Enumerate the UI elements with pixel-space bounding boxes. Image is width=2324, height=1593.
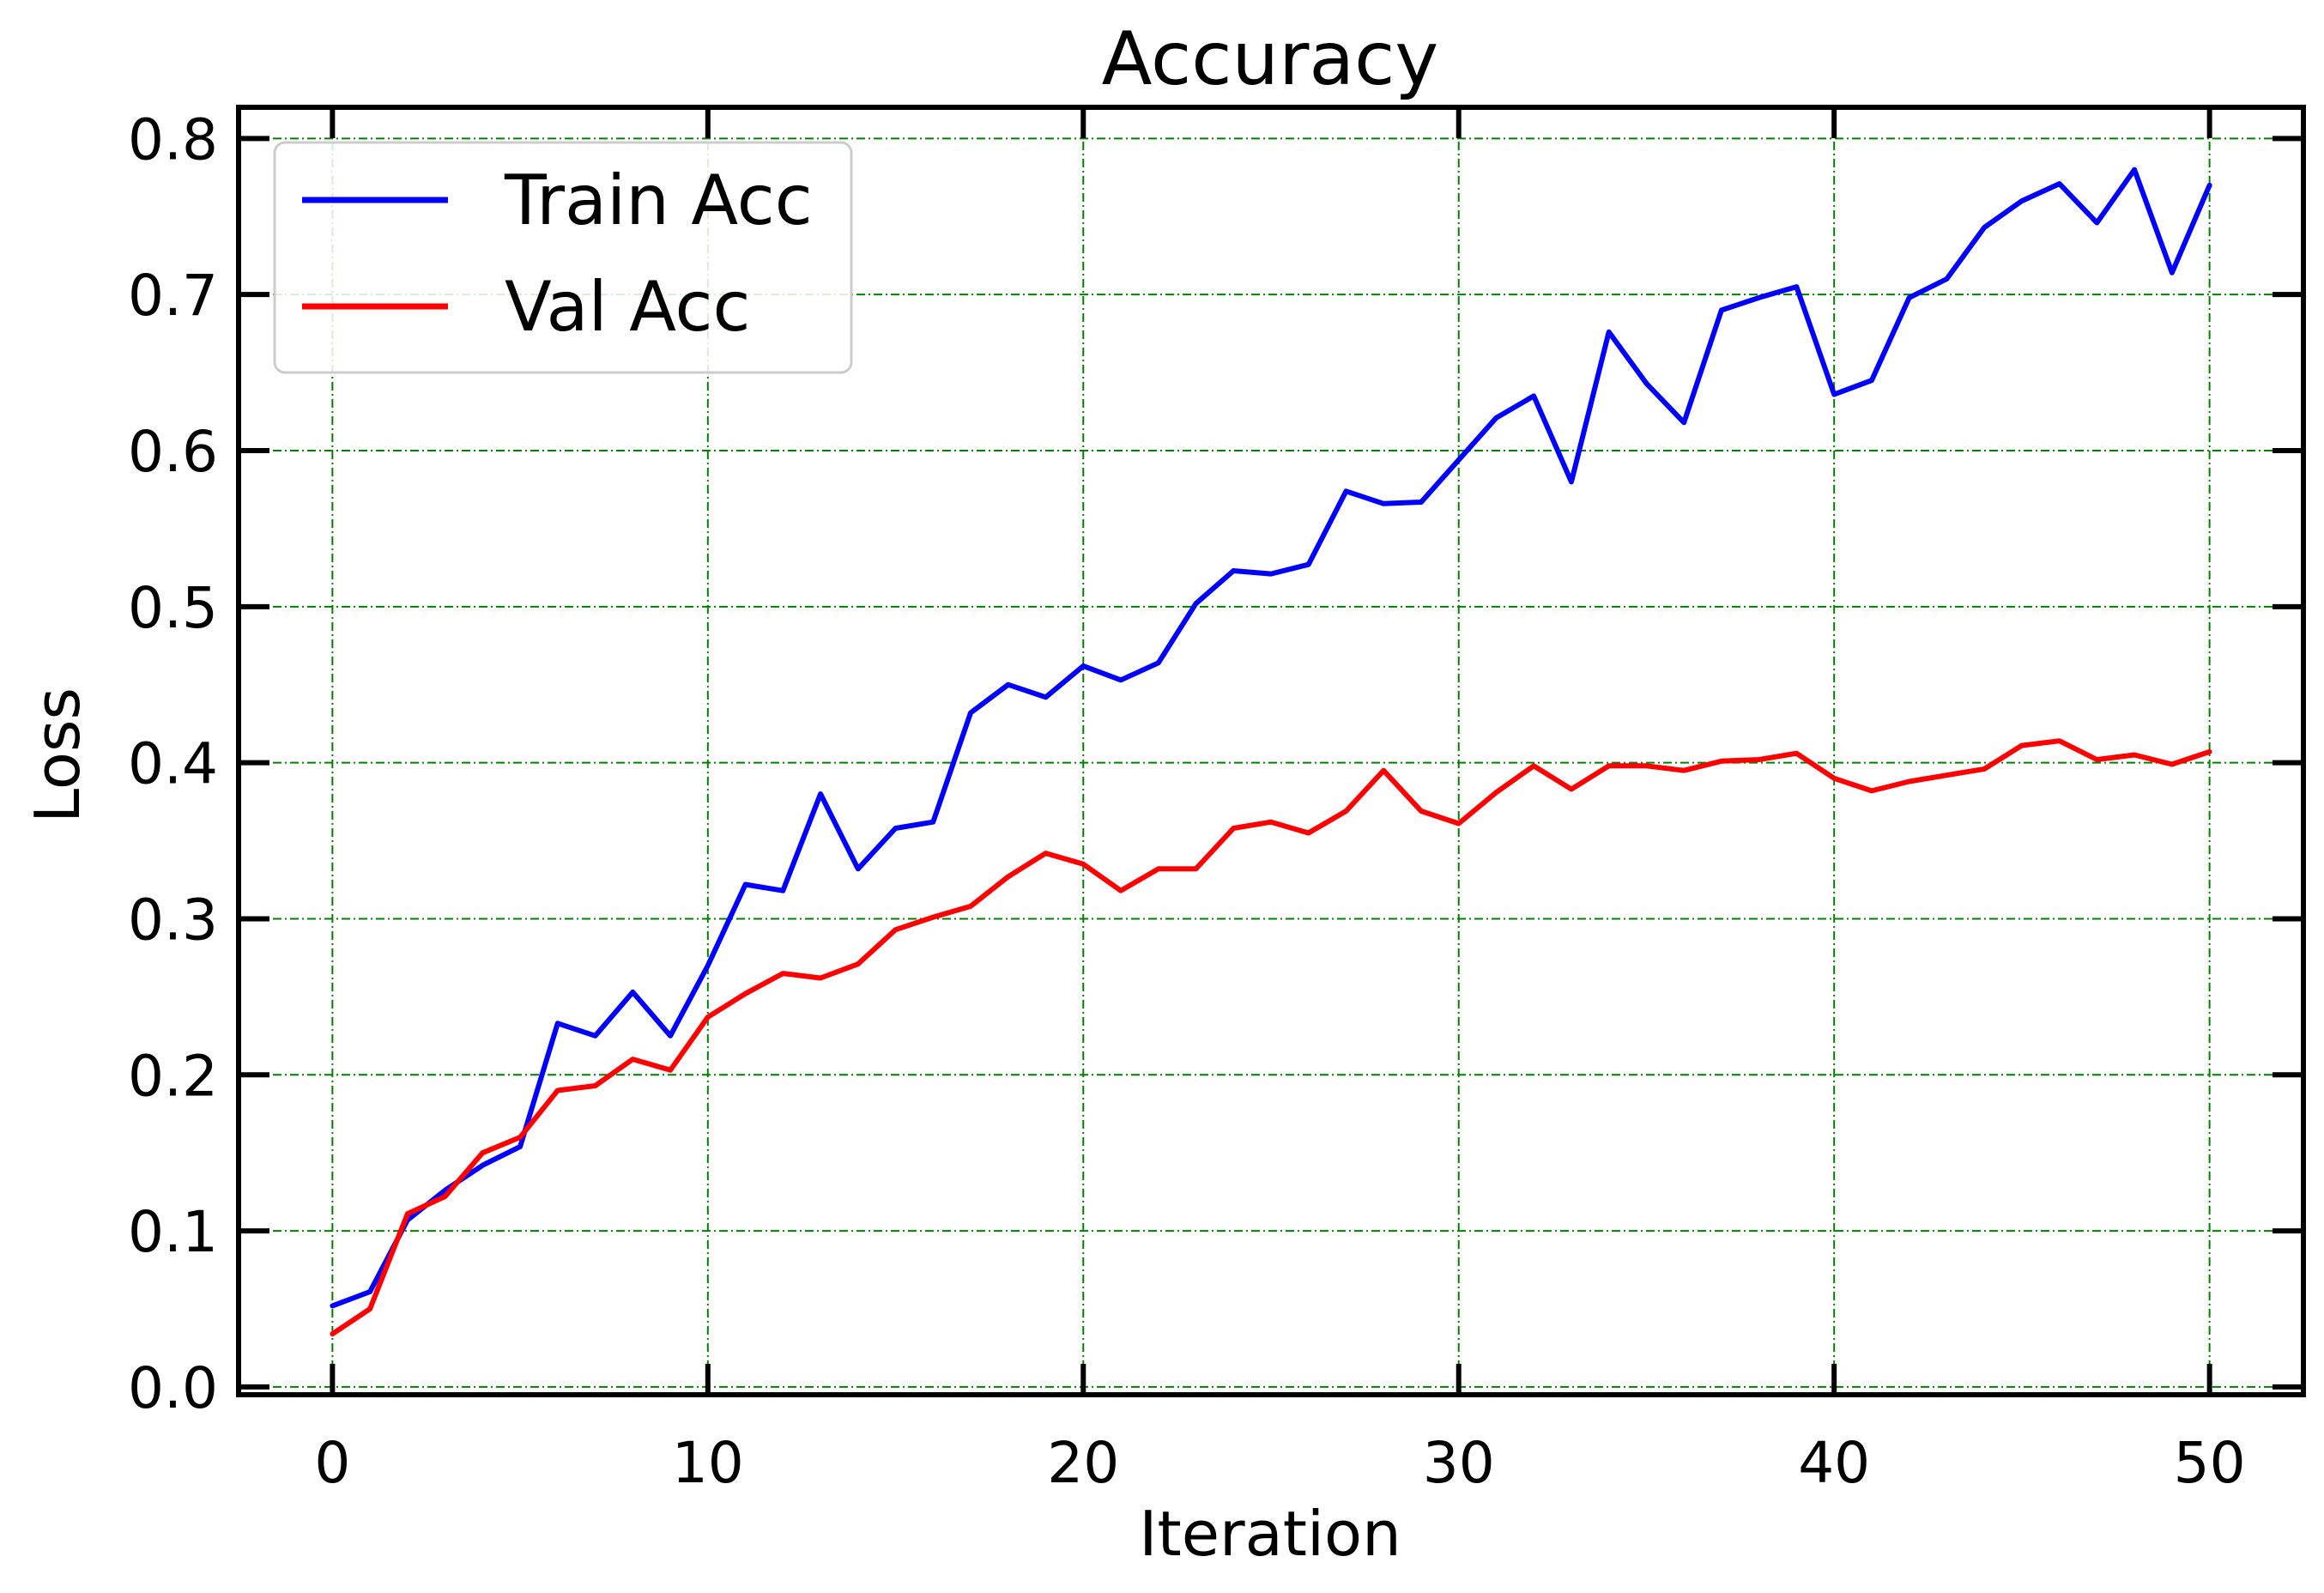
y-tick-label: 0.4 [128, 731, 218, 797]
x-tick-labels: 0 10 20 30 40 50 [314, 1430, 2245, 1496]
plot-frame [236, 105, 2306, 1397]
y-tick-label: 0.2 [128, 1043, 218, 1109]
y-tick-label: 0.0 [128, 1355, 218, 1421]
legend: Train Acc Val Acc [273, 141, 853, 374]
y-tick-label: 0.6 [128, 419, 218, 485]
y-tick-label: 0.5 [128, 575, 218, 641]
grid-lines [239, 107, 2303, 1395]
axis-ticks [239, 107, 2303, 1395]
series-layer [330, 167, 2212, 1337]
x-tick-label: 30 [1423, 1430, 1495, 1496]
y-tick-label: 0.1 [128, 1199, 218, 1265]
x-tick-label: 20 [1047, 1430, 1119, 1496]
chart-title: Accuracy [1102, 16, 1439, 102]
x-axis-label: Iteration [1139, 1498, 1401, 1570]
x-tick-label: 50 [2174, 1430, 2246, 1496]
y-tick-label: 0.7 [128, 263, 218, 329]
series-line-train-acc [330, 167, 2212, 1309]
y-tick-label: 0.3 [128, 887, 218, 953]
legend-label-train-acc: Train Acc [504, 161, 813, 240]
x-tick-label: 10 [672, 1430, 744, 1496]
series-line-val-acc [330, 738, 2212, 1337]
x-tick-label: 0 [314, 1430, 350, 1496]
x-tick-label: 40 [1798, 1430, 1870, 1496]
legend-label-val-acc: Val Acc [505, 267, 750, 347]
y-axis-label: Loss [21, 687, 94, 823]
y-tick-labels: 0.0 0.1 0.2 0.3 0.4 0.5 0.6 0.7 0.8 [128, 106, 218, 1421]
y-tick-label: 0.8 [128, 106, 218, 173]
